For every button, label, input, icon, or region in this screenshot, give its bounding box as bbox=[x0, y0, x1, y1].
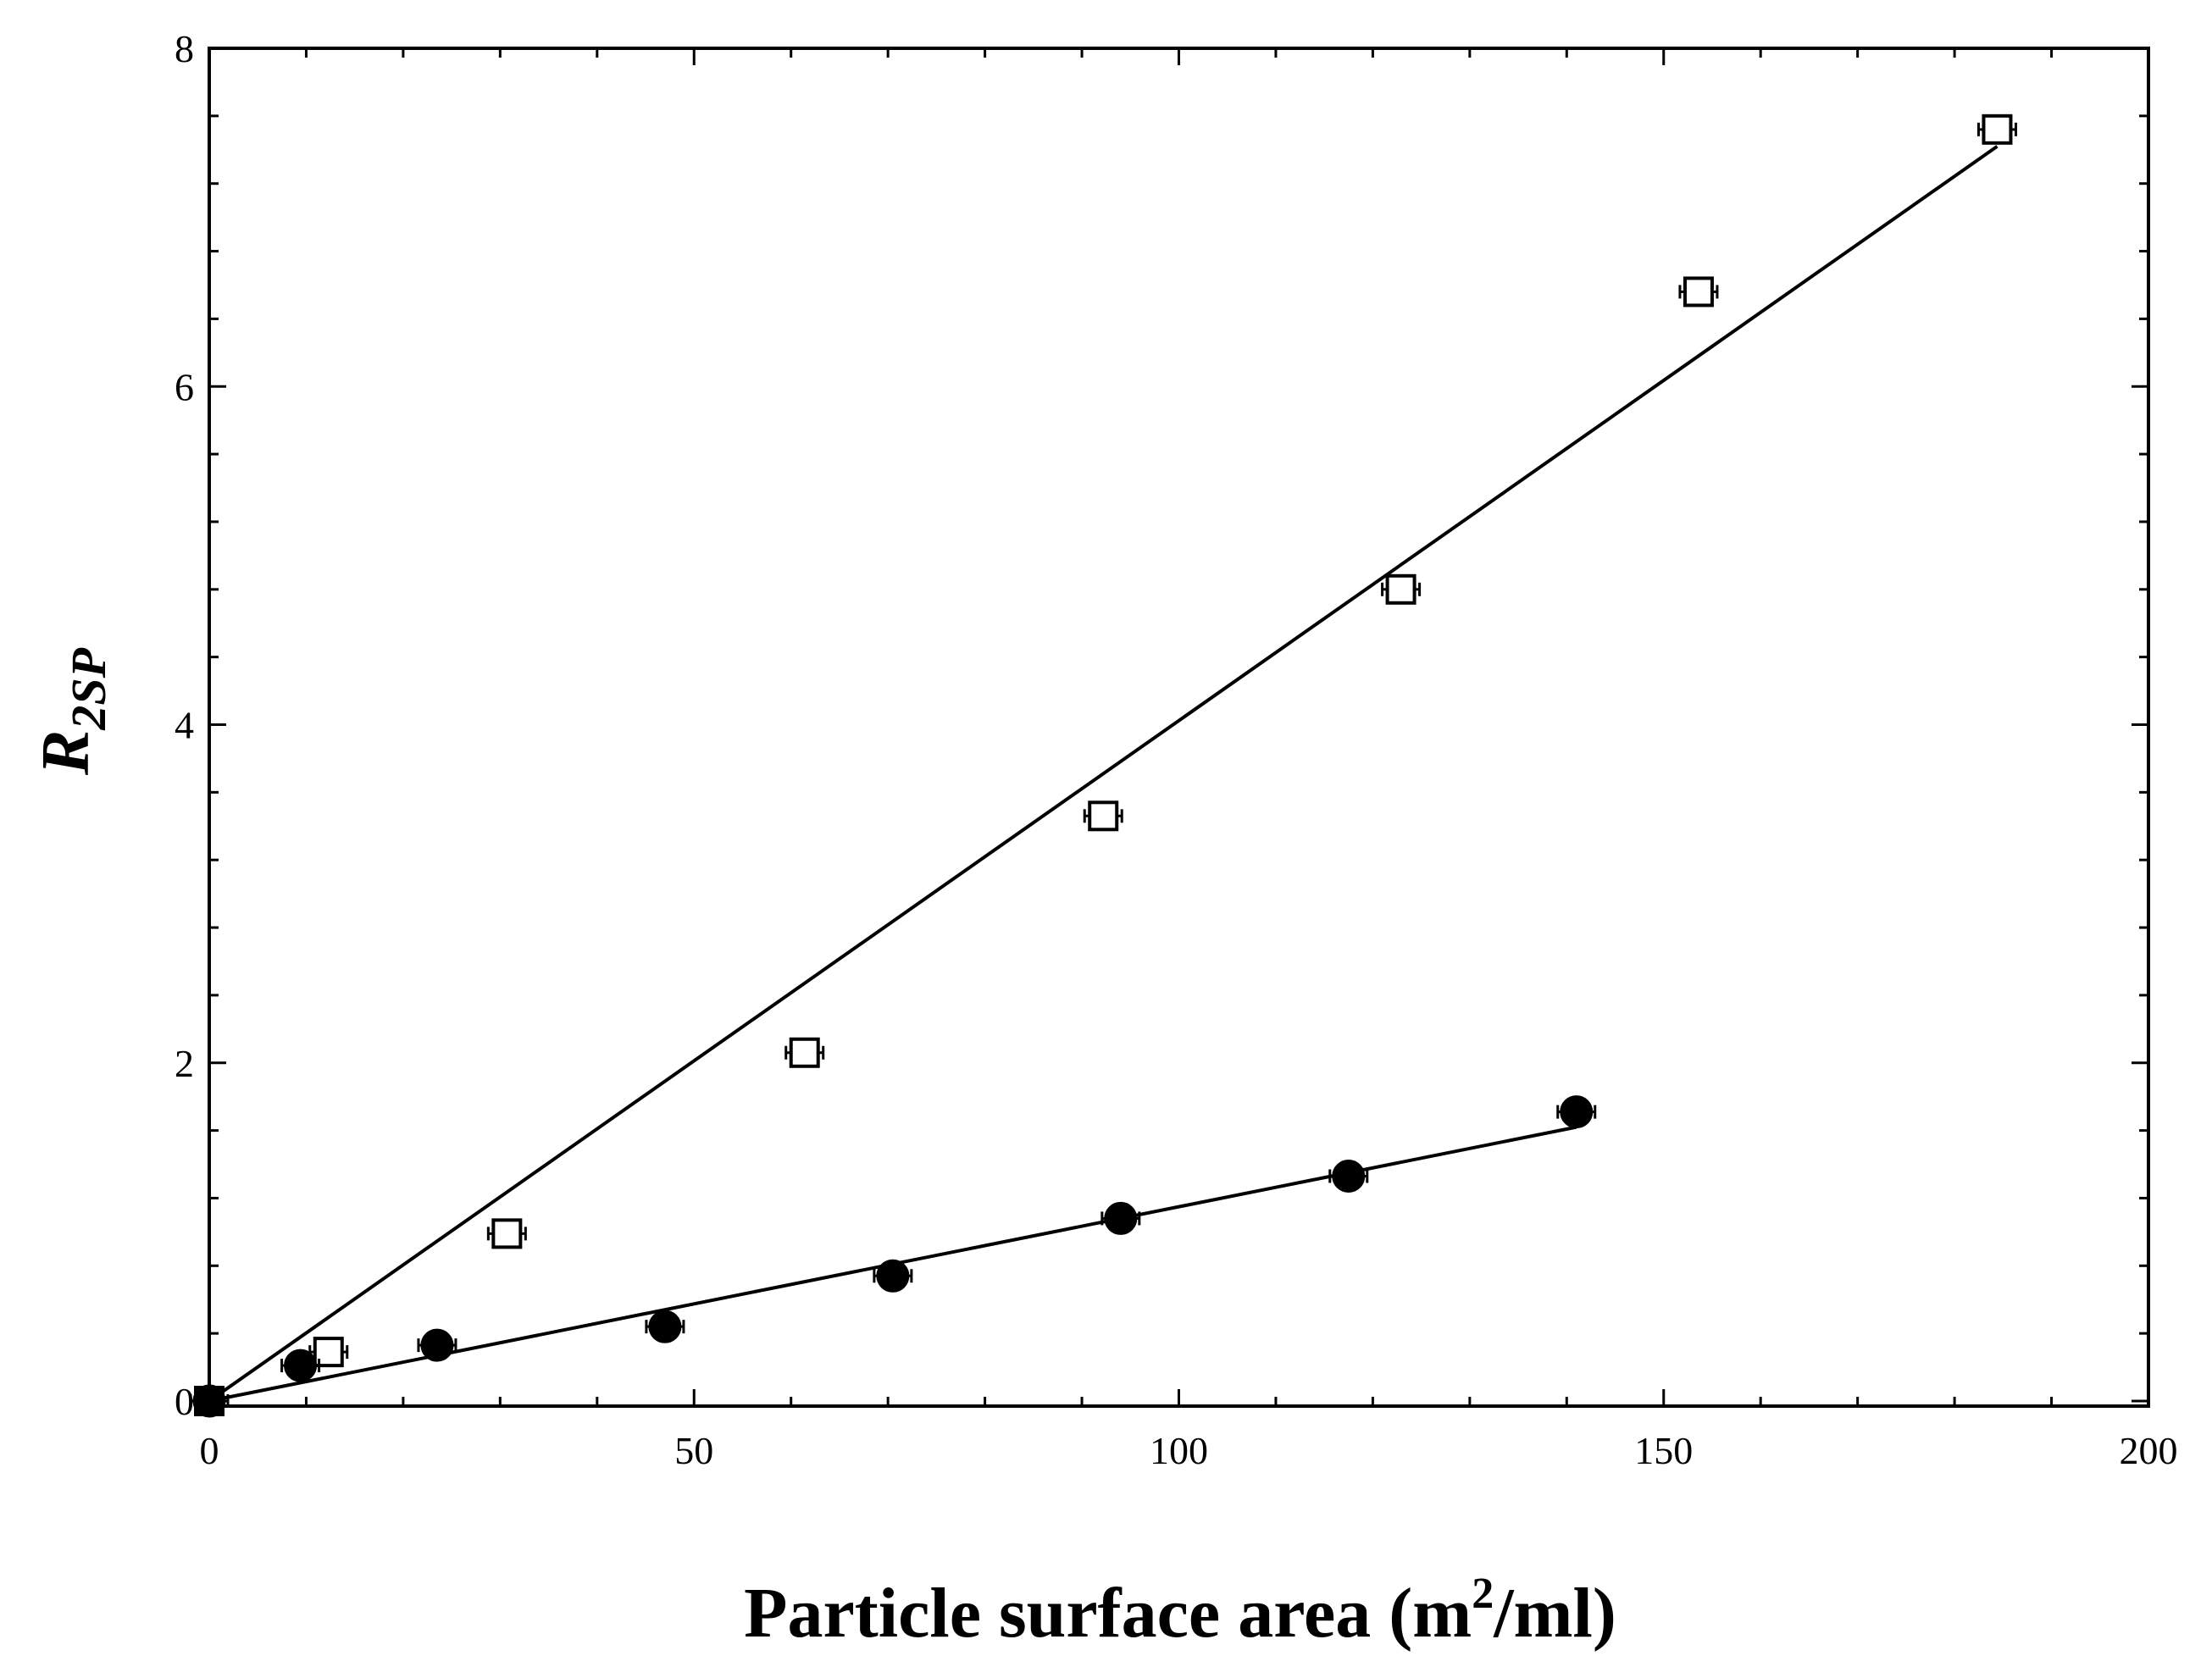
data-point-circle bbox=[284, 1349, 318, 1382]
data-point-circle bbox=[420, 1328, 454, 1362]
data-point-circle bbox=[648, 1310, 682, 1343]
data-point-circle bbox=[192, 1384, 226, 1418]
data-point-square bbox=[1088, 800, 1119, 832]
data-point-square bbox=[1683, 276, 1714, 307]
x-tick-label: 150 bbox=[1634, 1429, 1693, 1472]
data-point-circle bbox=[1560, 1095, 1594, 1129]
data-point-square bbox=[789, 1037, 820, 1068]
x-tick-label: 200 bbox=[2120, 1429, 2178, 1472]
x-tick-label: 100 bbox=[1150, 1429, 1208, 1472]
data-point-circle bbox=[876, 1259, 910, 1293]
y-axis-title: R2SP bbox=[29, 647, 116, 776]
data-point-square bbox=[491, 1218, 523, 1249]
fit-line-series-1 bbox=[208, 145, 1999, 1403]
y-tick-label: 2 bbox=[175, 1042, 194, 1085]
data-point-circle bbox=[1104, 1201, 1138, 1235]
y-tick-label: 8 bbox=[175, 27, 194, 70]
x-tick-label: 0 bbox=[200, 1429, 219, 1472]
y-tick-label: 4 bbox=[175, 704, 194, 747]
axis-ticks bbox=[208, 47, 2150, 1406]
data-markers bbox=[189, 114, 2017, 1418]
x-axis-title: Particle surface area (m2/ml) bbox=[744, 1570, 1616, 1653]
data-point-square bbox=[1385, 573, 1416, 605]
plot-frame bbox=[208, 47, 2150, 1408]
y-tick-label: 6 bbox=[175, 365, 194, 408]
plot-frame-group bbox=[208, 47, 2150, 1408]
y-tick-label: 0 bbox=[175, 1380, 194, 1423]
data-point-square bbox=[1982, 114, 2013, 145]
data-point-circle bbox=[1332, 1159, 1366, 1193]
axis-tick-labels: 0 50 100 150 200 0 2 4 6 8 bbox=[175, 27, 2178, 1472]
x-tick-label: 50 bbox=[674, 1429, 713, 1472]
